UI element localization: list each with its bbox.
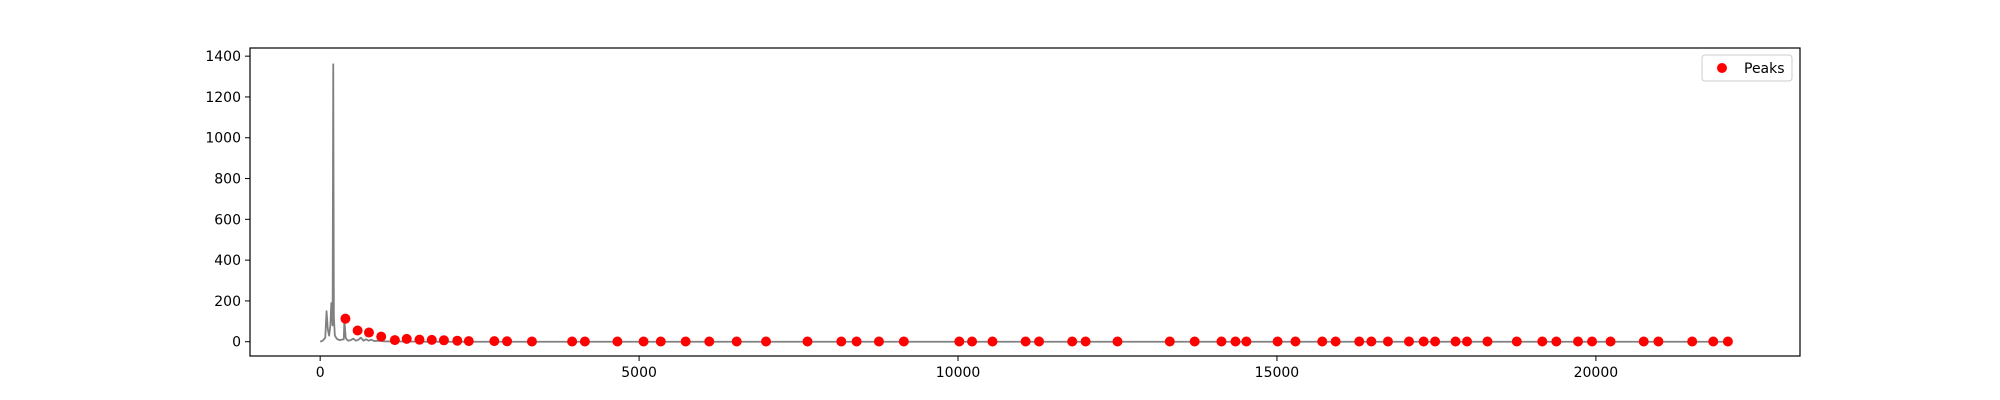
peak-point: [1551, 336, 1562, 347]
x-tick-label: 15000: [1255, 365, 1300, 381]
legend: Peaks: [1701, 54, 1793, 82]
peak-point: [1587, 336, 1598, 347]
peak-point: [731, 336, 742, 347]
peak-point: [638, 336, 649, 347]
peak-point: [873, 336, 884, 347]
peak-point: [1034, 336, 1045, 347]
y-tick-label: 600: [214, 212, 241, 228]
peak-point: [1430, 336, 1441, 347]
peak-point: [579, 336, 590, 347]
peak-point: [851, 336, 862, 347]
peak-point: [352, 325, 363, 336]
peak-point: [836, 336, 847, 347]
peak-point: [1366, 336, 1377, 347]
peak-point: [389, 335, 400, 346]
x-tick-label: 0: [316, 365, 325, 381]
plot-frame: [249, 47, 1801, 357]
peak-point: [1354, 336, 1365, 347]
peak-point: [655, 336, 666, 347]
peak-point: [1382, 336, 1393, 347]
peak-point: [567, 336, 578, 347]
peak-point: [1462, 336, 1473, 347]
x-tick-label: 10000: [936, 365, 981, 381]
peak-point: [1653, 336, 1664, 347]
peak-point: [526, 336, 537, 347]
peak-point: [802, 336, 813, 347]
peak-point: [1080, 336, 1091, 347]
peak-point: [1290, 336, 1301, 347]
peak-point: [1189, 336, 1200, 347]
legend-marker-peaks: [1717, 63, 1727, 73]
peak-point: [680, 336, 691, 347]
x-tick-label: 20000: [1574, 365, 1619, 381]
peak-point: [502, 336, 513, 347]
peak-point: [1573, 336, 1584, 347]
peak-point: [1112, 336, 1123, 347]
peak-point: [376, 331, 387, 342]
y-tick-label: 1000: [205, 131, 241, 147]
peak-point: [1687, 336, 1698, 347]
peak-point: [1330, 336, 1341, 347]
y-tick-label: 0: [232, 335, 241, 351]
series-layer: [319, 63, 1733, 347]
plot-background: [250, 48, 1800, 356]
peak-point: [898, 336, 909, 347]
peak-point: [426, 334, 437, 345]
peak-point: [704, 336, 715, 347]
peak-point: [489, 336, 500, 347]
legend-label-peaks: Peaks: [1744, 61, 1785, 77]
peak-point: [340, 313, 351, 324]
y-tick-label: 800: [214, 172, 241, 188]
peak-point: [1241, 336, 1252, 347]
peak-point: [1722, 336, 1733, 347]
peak-point: [612, 336, 623, 347]
peak-point: [1216, 336, 1227, 347]
peak-point: [761, 336, 772, 347]
y-tick-label: 200: [214, 294, 241, 310]
peak-point: [438, 335, 449, 346]
peak-point: [1403, 336, 1414, 347]
peak-point: [463, 336, 474, 347]
peak-point: [1020, 336, 1031, 347]
peak-point: [1605, 336, 1616, 347]
peak-point: [452, 335, 463, 346]
y-tick-label: 1400: [205, 49, 241, 65]
peak-point: [1067, 336, 1078, 347]
peak-point: [401, 333, 412, 344]
peak-point: [1708, 336, 1719, 347]
peak-point: [1317, 336, 1328, 347]
peak-point: [987, 336, 998, 347]
peak-point: [967, 336, 978, 347]
peak-point: [1482, 336, 1493, 347]
axes-layer: 0 5000 10000 15000 20000 0 200 400 600 800 1000 120…: [205, 49, 1618, 381]
legend-box: [1701, 54, 1793, 82]
peak-point: [1450, 336, 1461, 347]
peak-point: [1638, 336, 1649, 347]
peak-point: [363, 327, 374, 338]
peak-point: [1230, 336, 1241, 347]
x-tick-label: 5000: [621, 365, 657, 381]
peak-point: [1537, 336, 1548, 347]
peak-point: [1272, 336, 1283, 347]
peak-point: [414, 334, 425, 345]
peak-point: [954, 336, 965, 347]
y-tick-label: 400: [214, 253, 241, 269]
peak-point: [1418, 336, 1429, 347]
peak-point: [1511, 336, 1522, 347]
peak-point: [1164, 336, 1175, 347]
y-tick-label: 1200: [205, 90, 241, 106]
